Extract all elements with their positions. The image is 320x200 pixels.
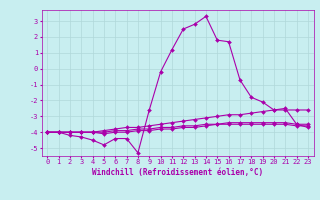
X-axis label: Windchill (Refroidissement éolien,°C): Windchill (Refroidissement éolien,°C) — [92, 168, 263, 177]
